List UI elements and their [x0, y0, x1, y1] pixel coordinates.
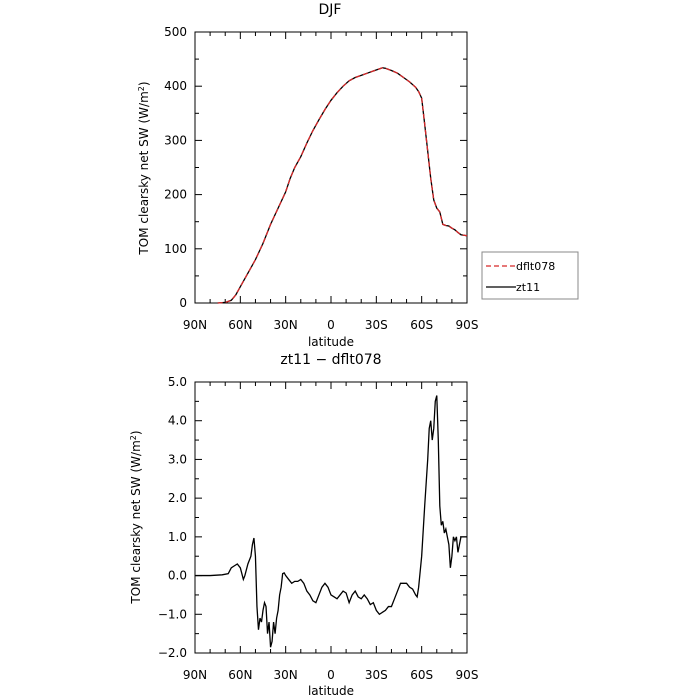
top-chart-y-label: TOM clearsky net SW (W/m2) [137, 81, 152, 255]
legend-label-zt11: zt11 [516, 281, 540, 294]
series-line-panel1-0 [195, 395, 467, 648]
legend-label-dflt078: dflt078 [516, 260, 555, 273]
x-tick-label: 90N [183, 668, 207, 682]
top-chart-series [217, 67, 468, 304]
bottom-chart-y-label: TOM clearsky net SW (W/m2) [129, 430, 144, 604]
y-tick-label: 5.0 [168, 375, 187, 389]
top-chart: DJF 90N 60N 30N 0 30S 60S 90S 0 100 200 300 400 500… [137, 2, 579, 349]
x-tick-label: 90S [456, 668, 479, 682]
x-tick-label: 90S [456, 318, 479, 332]
y-tick-label: 100 [164, 242, 187, 256]
series-line-dflt078 [217, 67, 468, 304]
top-chart-plot-area [194, 31, 468, 304]
y-tick-label: −2.0 [158, 646, 187, 660]
x-tick-label: 60S [410, 318, 433, 332]
y-tick-label: 500 [164, 25, 187, 39]
bottom-chart-x-label: latitude [308, 684, 354, 698]
x-tick-label: 60N [228, 668, 252, 682]
y-tick-label: −1.0 [158, 607, 187, 621]
y-tick-label: 0 [179, 296, 187, 310]
bottom-chart-title: zt11 − dflt078 [280, 352, 381, 368]
y-tick-label: 1.0 [168, 530, 187, 544]
x-tick-label: 60S [410, 668, 433, 682]
top-chart-x-label: latitude [308, 335, 354, 349]
top-chart-y-axis: 0 100 200 300 400 500 [164, 25, 467, 310]
top-chart-x-axis: 90N 60N 30N 0 30S 60S 90S [183, 32, 479, 332]
bottom-chart-plot-area [194, 381, 468, 654]
x-tick-label: 30N [274, 668, 298, 682]
top-chart-title: DJF [319, 2, 342, 18]
bottom-chart-x-axis: 90N 60N 30N 0 30S 60S 90S [183, 382, 479, 682]
series-line-zt11 [217, 67, 468, 304]
bottom-chart-series [195, 395, 467, 648]
y-tick-label: 200 [164, 188, 187, 202]
bottom-chart-y-axis: −2.0 −1.0 0.0 1.0 2.0 3.0 4.0 5.0 [158, 375, 467, 660]
x-tick-label: 0 [327, 668, 335, 682]
x-tick-label: 60N [228, 318, 252, 332]
y-tick-label: 2.0 [168, 491, 187, 505]
x-tick-label: 90N [183, 318, 207, 332]
bottom-chart: zt11 − dflt078 90N 60N 30N 0 30S 60S 90S −2.0−… [129, 352, 479, 698]
y-tick-label: 0.0 [168, 569, 187, 583]
y-tick-label: 300 [164, 133, 187, 147]
y-tick-label: 3.0 [168, 452, 187, 466]
x-tick-label: 30S [365, 668, 388, 682]
legend-box [481, 251, 579, 300]
x-tick-label: 30N [274, 318, 298, 332]
x-tick-label: 0 [327, 318, 335, 332]
y-tick-label: 400 [164, 79, 187, 93]
legend: dflt078 zt11 [481, 251, 579, 300]
x-tick-label: 30S [365, 318, 388, 332]
y-tick-label: 4.0 [168, 414, 187, 428]
